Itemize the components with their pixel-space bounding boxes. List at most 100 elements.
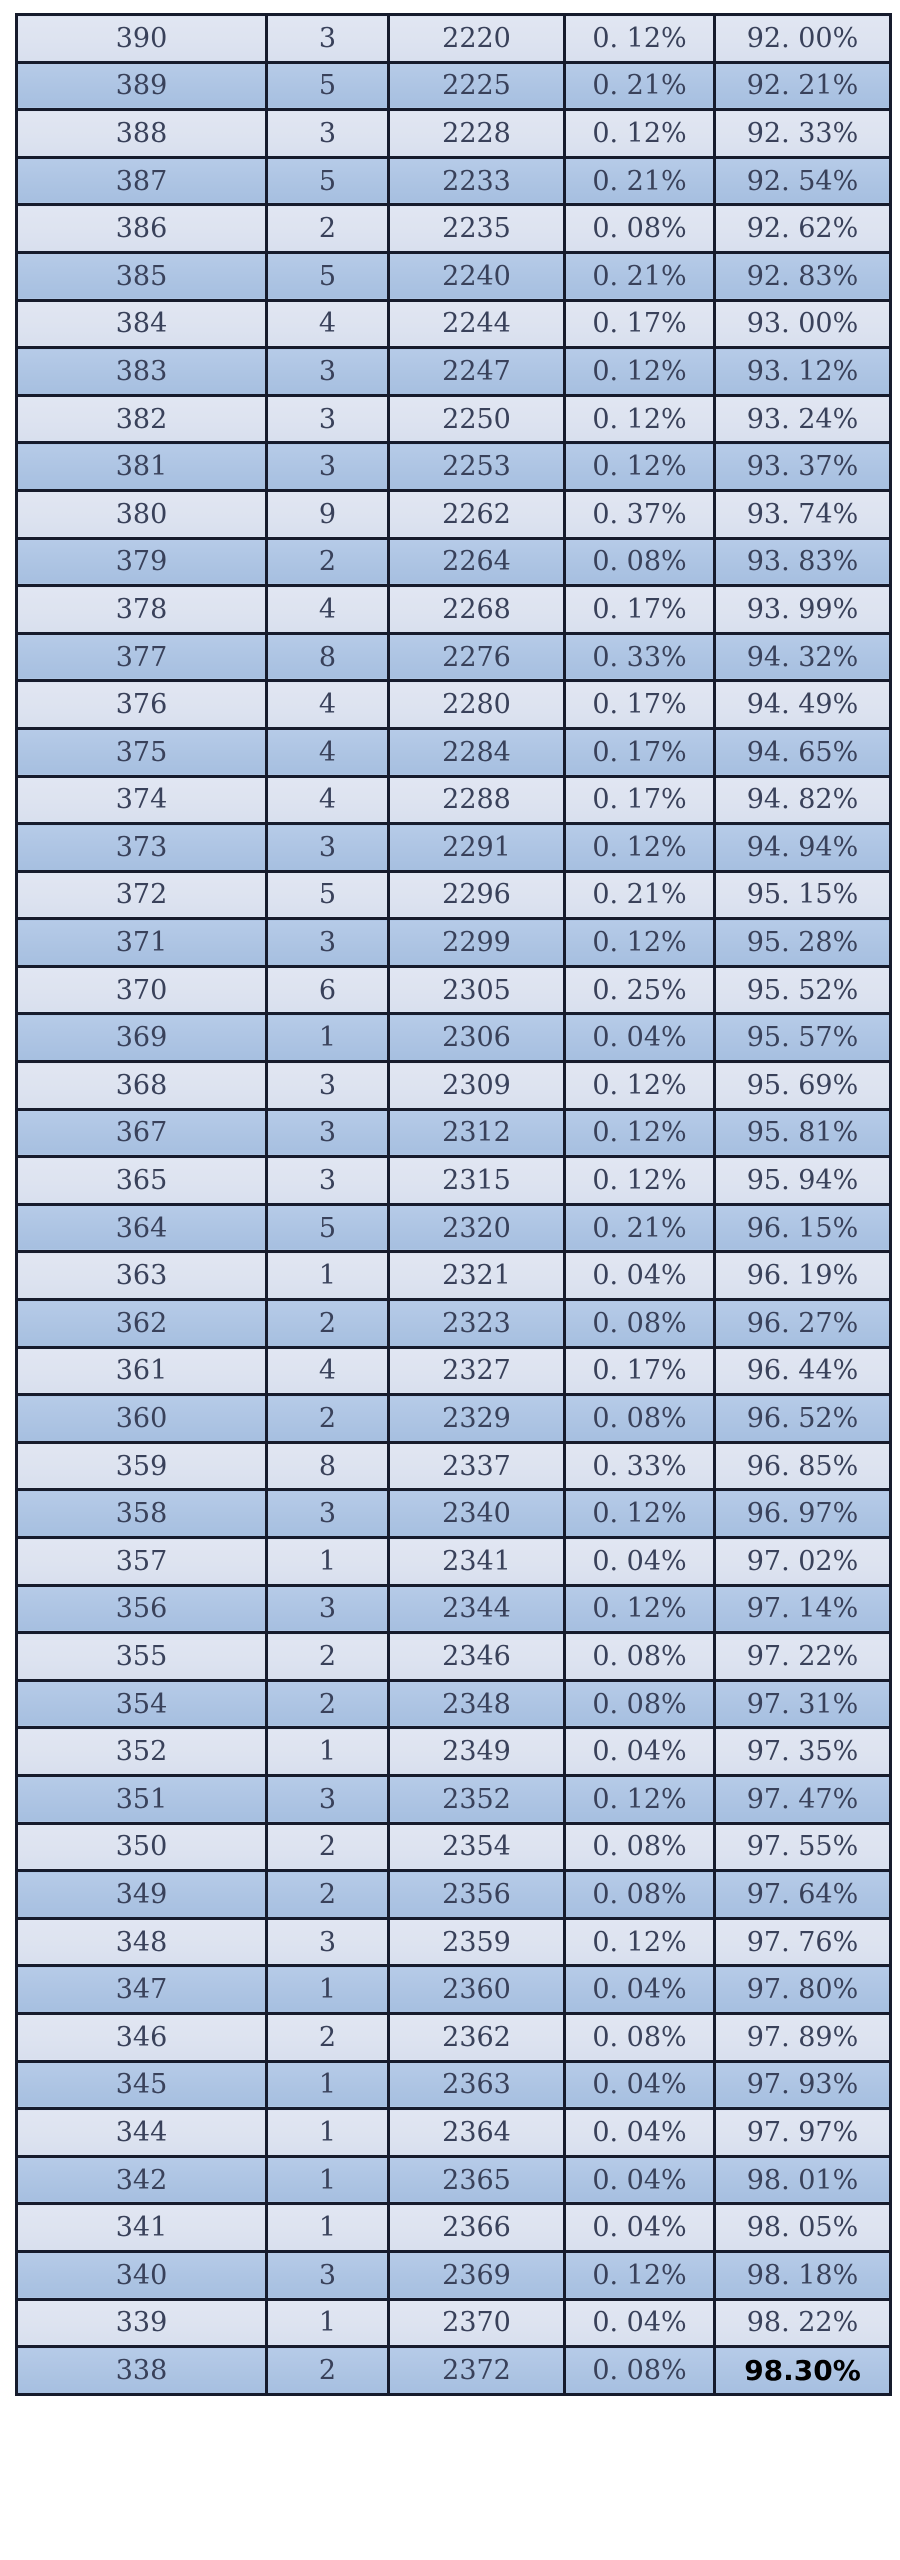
- cell-cumulative-count: 2250: [387, 393, 566, 445]
- cell-score: 361: [15, 1345, 268, 1397]
- cell-percentage: 0. 08%: [563, 2011, 716, 2063]
- cell-cumulative-percentage: 93. 24%: [713, 393, 892, 445]
- cell-cumulative-count: 2233: [387, 155, 566, 207]
- cell-cumulative-count: 2220: [387, 13, 566, 64]
- table-row: 354 2 2348 0. 08% 97. 31%: [15, 1678, 892, 1730]
- cell-count: 8: [265, 1440, 390, 1492]
- cell-count: 4: [265, 584, 390, 635]
- cell-cumulative-percentage: 92. 00%: [713, 13, 892, 64]
- cell-cumulative-percentage: 94. 32%: [713, 631, 892, 683]
- cell-percentage: 0. 17%: [563, 679, 716, 730]
- cell-count: 5: [265, 869, 390, 921]
- table-row: 344 1 2364 0. 04% 97. 97%: [15, 2107, 892, 2158]
- cell-score: 385: [15, 250, 268, 302]
- table-row: 355 2 2346 0. 08% 97. 22%: [15, 1631, 892, 1682]
- table-row: 370 6 2305 0. 25% 95. 52%: [15, 964, 892, 1016]
- cell-cumulative-percentage: 93. 99%: [713, 584, 892, 635]
- cell-score: 371: [15, 917, 268, 968]
- cell-percentage: 0. 12%: [563, 1060, 716, 1111]
- table-row: 356 3 2344 0. 12% 97. 14%: [15, 1583, 892, 1635]
- cell-cumulative-count: 2320: [387, 1202, 566, 1254]
- cell-cumulative-percentage: 96. 27%: [713, 1298, 892, 1349]
- cell-count: 3: [265, 346, 390, 397]
- cell-cumulative-count: 2349: [387, 1726, 566, 1777]
- table-row: 350 2 2354 0. 08% 97. 55%: [15, 1821, 892, 1873]
- cell-cumulative-percentage: 97. 97%: [713, 2107, 892, 2158]
- cell-score: 373: [15, 822, 268, 873]
- cell-cumulative-count: 2225: [387, 60, 566, 112]
- table-row: 383 3 2247 0. 12% 93. 12%: [15, 346, 892, 397]
- cell-count: 2: [265, 1298, 390, 1349]
- cell-percentage: 0. 04%: [563, 2107, 716, 2158]
- cell-cumulative-percentage: 96. 19%: [713, 1250, 892, 1302]
- cell-percentage: 0. 12%: [563, 917, 716, 968]
- cell-count: 1: [265, 2059, 390, 2111]
- cell-cumulative-percentage: 95. 94%: [713, 1155, 892, 1206]
- cell-score: 357: [15, 1536, 268, 1587]
- cell-score: 367: [15, 1107, 268, 1159]
- table-row: 387 5 2233 0. 21% 92. 54%: [15, 155, 892, 207]
- cell-cumulative-count: 2337: [387, 1440, 566, 1492]
- cell-percentage: 0. 12%: [563, 1583, 716, 1635]
- cell-count: 6: [265, 964, 390, 1016]
- cell-score: 390: [15, 13, 268, 64]
- table-row: 342 1 2365 0. 04% 98. 01%: [15, 2154, 892, 2206]
- cell-count: 4: [265, 726, 390, 778]
- table-row: 376 4 2280 0. 17% 94. 49%: [15, 679, 892, 730]
- cell-count: 3: [265, 822, 390, 873]
- cell-cumulative-percentage: 96. 85%: [713, 1440, 892, 1492]
- cell-cumulative-count: 2268: [387, 584, 566, 635]
- table-row: 379 2 2264 0. 08% 93. 83%: [15, 536, 892, 588]
- cell-count: 3: [265, 1155, 390, 1206]
- table-row: 372 5 2296 0. 21% 95. 15%: [15, 869, 892, 921]
- cell-cumulative-percentage: 98. 18%: [713, 2249, 892, 2301]
- cell-cumulative-percentage: 96. 97%: [713, 1488, 892, 1539]
- table-row: 363 1 2321 0. 04% 96. 19%: [15, 1250, 892, 1302]
- cell-cumulative-count: 2352: [387, 1773, 566, 1825]
- cell-cumulative-count: 2305: [387, 964, 566, 1016]
- cell-score: 360: [15, 1393, 268, 1444]
- cell-count: 2: [265, 1393, 390, 1444]
- cell-percentage: 0. 08%: [563, 1678, 716, 1730]
- cell-cumulative-percentage: 92. 54%: [713, 155, 892, 207]
- cell-percentage: 0. 04%: [563, 1964, 716, 2015]
- cell-score: 359: [15, 1440, 268, 1492]
- cell-score: 388: [15, 108, 268, 159]
- cell-count: 3: [265, 1773, 390, 1825]
- table-row: 389 5 2225 0. 21% 92. 21%: [15, 60, 892, 112]
- cell-percentage: 0. 04%: [563, 1250, 716, 1302]
- table-row: 361 4 2327 0. 17% 96. 44%: [15, 1345, 892, 1397]
- cell-cumulative-count: 2235: [387, 203, 566, 254]
- cell-cumulative-count: 2323: [387, 1298, 566, 1349]
- cell-count: 5: [265, 1202, 390, 1254]
- cell-percentage: 0. 17%: [563, 298, 716, 350]
- cell-count: 8: [265, 631, 390, 683]
- table-row: 377 8 2276 0. 33% 94. 32%: [15, 631, 892, 683]
- cell-percentage: 0. 04%: [563, 1726, 716, 1777]
- cell-cumulative-percentage: 95. 28%: [713, 917, 892, 968]
- cell-count: 3: [265, 1583, 390, 1635]
- cell-cumulative-count: 2315: [387, 1155, 566, 1206]
- cell-score: 381: [15, 441, 268, 492]
- cell-count: 3: [265, 1060, 390, 1111]
- cell-cumulative-count: 2280: [387, 679, 566, 730]
- cell-count: 4: [265, 774, 390, 826]
- cell-cumulative-count: 2346: [387, 1631, 566, 1682]
- cell-percentage: 0. 12%: [563, 13, 716, 64]
- cell-cumulative-percentage: 93. 00%: [713, 298, 892, 350]
- cell-cumulative-count: 2365: [387, 2154, 566, 2206]
- cell-cumulative-percentage: 97. 80%: [713, 1964, 892, 2015]
- cell-count: 1: [265, 2154, 390, 2206]
- cell-count: 3: [265, 1488, 390, 1539]
- cell-percentage: 0. 12%: [563, 2249, 716, 2301]
- cell-cumulative-count: 2372: [387, 2345, 566, 2396]
- cell-percentage: 0. 12%: [563, 822, 716, 873]
- cell-cumulative-count: 2253: [387, 441, 566, 492]
- cell-percentage: 0. 12%: [563, 1488, 716, 1539]
- table-row: 374 4 2288 0. 17% 94. 82%: [15, 774, 892, 826]
- cell-score: 378: [15, 584, 268, 635]
- cell-cumulative-percentage: 98. 22%: [713, 2297, 892, 2349]
- table-row: 365 3 2315 0. 12% 95. 94%: [15, 1155, 892, 1206]
- cell-cumulative-percentage: 98. 05%: [713, 2202, 892, 2253]
- cell-cumulative-percentage: 92. 83%: [713, 250, 892, 302]
